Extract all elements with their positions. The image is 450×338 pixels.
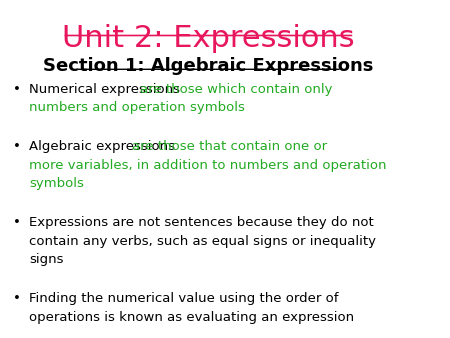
Text: •: •: [13, 140, 20, 153]
Text: •: •: [13, 216, 20, 229]
Text: •: •: [13, 83, 20, 96]
Text: Expressions are not sentences because they do not: Expressions are not sentences because th…: [29, 216, 374, 229]
Text: operations is known as evaluating an expression: operations is known as evaluating an exp…: [29, 311, 354, 324]
Text: signs: signs: [29, 254, 64, 266]
Text: Algebraic expressions: Algebraic expressions: [29, 140, 180, 153]
Text: are those which contain only: are those which contain only: [140, 83, 332, 96]
Text: Section 1: Algebraic Expressions: Section 1: Algebraic Expressions: [43, 57, 374, 75]
Text: •: •: [13, 292, 20, 305]
Text: Numerical expressions: Numerical expressions: [29, 83, 184, 96]
Text: symbols: symbols: [29, 177, 84, 190]
Text: numbers and operation symbols: numbers and operation symbols: [29, 101, 245, 114]
Text: are those that contain one or: are those that contain one or: [132, 140, 327, 153]
Text: Unit 2: Expressions: Unit 2: Expressions: [62, 24, 355, 53]
Text: contain any verbs, such as equal signs or inequality: contain any verbs, such as equal signs o…: [29, 235, 376, 248]
Text: more variables, in addition to numbers and operation: more variables, in addition to numbers a…: [29, 159, 387, 172]
Text: Finding the numerical value using the order of: Finding the numerical value using the or…: [29, 292, 339, 305]
